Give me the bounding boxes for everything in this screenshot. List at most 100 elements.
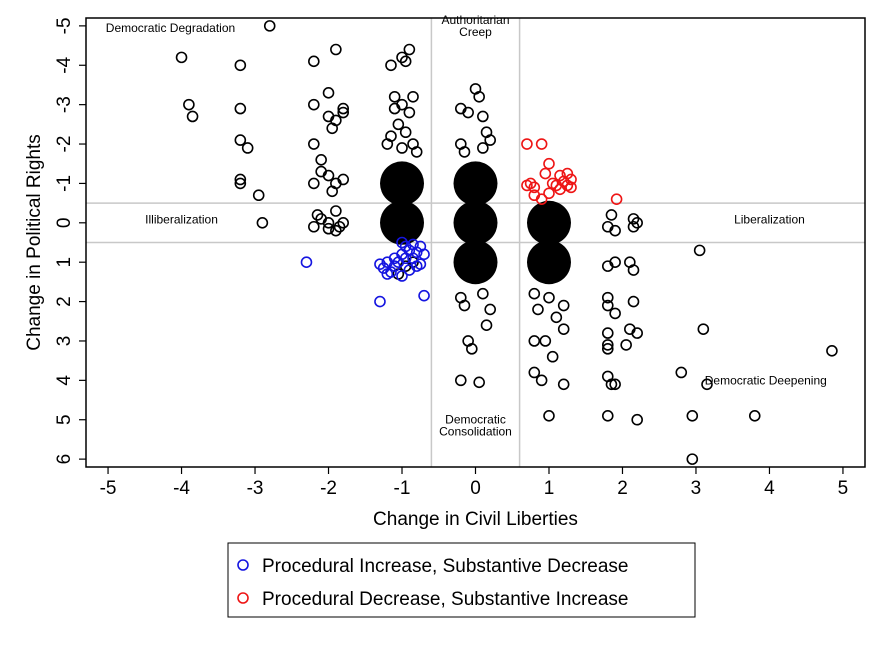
data-point [410, 246, 423, 259]
data-point [337, 106, 350, 119]
data-point [546, 350, 559, 363]
data-point [609, 378, 621, 391]
data-point [234, 177, 247, 190]
x-tick-label: -5 [100, 478, 117, 499]
data-point [601, 291, 614, 304]
cluster-blob [526, 200, 571, 245]
data-point [543, 157, 555, 170]
data-point [543, 409, 555, 422]
data-point [396, 142, 408, 154]
data-point [234, 59, 247, 72]
data-point [543, 187, 555, 200]
data-point [315, 153, 327, 166]
data-point [308, 220, 320, 233]
data-point [631, 217, 643, 229]
data-point [521, 138, 533, 150]
data-point [256, 217, 269, 229]
data-point [403, 106, 416, 119]
data-point [308, 55, 320, 68]
data-point [697, 323, 710, 335]
data-point [418, 289, 430, 302]
data-point [399, 126, 412, 139]
data-point [330, 43, 342, 56]
data-point [609, 224, 621, 237]
data-point [543, 291, 555, 304]
data-point [609, 307, 621, 320]
data-point [748, 409, 761, 422]
data-point [826, 345, 838, 357]
data-point [308, 138, 320, 150]
data-point [403, 43, 416, 56]
y-tick-label: -1 [54, 175, 75, 192]
data-point [528, 335, 541, 347]
data-point [337, 173, 350, 186]
data-point [631, 413, 643, 426]
data-point [601, 299, 614, 312]
annotation-label: Authoritarian [441, 13, 509, 27]
data-point [601, 409, 614, 422]
legend: Procedural Increase, Substantive Decreas… [227, 542, 696, 618]
y-tick-label: -2 [54, 136, 75, 153]
y-tick-label: 0 [54, 218, 75, 229]
data-point [326, 122, 338, 135]
y-tick-label: 4 [54, 375, 75, 386]
y-tick-label: 3 [54, 336, 75, 347]
data-point [631, 327, 643, 339]
data-point [627, 213, 640, 225]
data-point [627, 220, 640, 233]
data-point [477, 142, 489, 154]
annotation-label: Democratic [445, 413, 506, 427]
data-point [263, 20, 276, 32]
x-tick-label: -4 [173, 478, 190, 499]
data-point [333, 220, 346, 233]
x-tick-label: -1 [394, 478, 411, 499]
data-point [234, 134, 247, 146]
annotation-label: Democratic Deepening [705, 373, 827, 387]
data-point [462, 106, 474, 119]
data-point [477, 110, 489, 123]
data-point [627, 264, 640, 276]
data-point [686, 453, 699, 465]
data-point [311, 209, 324, 221]
data-point [539, 335, 552, 347]
y-tick-label: 2 [54, 296, 75, 307]
x-tick-label: -3 [247, 478, 264, 499]
annotation-label: Creep [459, 25, 492, 39]
y-tick-label: 6 [54, 454, 75, 465]
x-tick-label: 3 [691, 478, 702, 499]
data-point [458, 299, 471, 312]
data-point [337, 102, 350, 115]
data-point [396, 270, 408, 282]
data-point [627, 295, 640, 308]
data-point [528, 181, 541, 194]
data-point [418, 248, 430, 261]
data-point [473, 90, 485, 103]
data-point [528, 287, 541, 300]
data-point [407, 90, 419, 103]
x-tick-label: 4 [764, 478, 775, 499]
x-tick-label: 2 [617, 478, 628, 499]
data-point [322, 217, 335, 229]
data-point [337, 217, 350, 229]
annotations-layer: Democratic Degradation AuthoritarianCreep… [106, 13, 827, 439]
x-tick-label: 0 [470, 478, 481, 499]
data-point [535, 138, 548, 150]
data-point [557, 299, 570, 312]
data-point [385, 59, 397, 72]
data-point [330, 224, 342, 237]
data-point [322, 222, 335, 235]
data-point [183, 98, 195, 111]
data-point [605, 209, 618, 221]
data-point [601, 343, 614, 355]
cluster-blob [453, 240, 498, 285]
data-point [605, 378, 618, 391]
data-point [601, 339, 614, 351]
series-3 [521, 138, 623, 205]
y-tick-label: -4 [54, 56, 75, 73]
data-point [399, 240, 412, 253]
cluster-blob [453, 200, 498, 245]
data-point [524, 177, 537, 190]
data-point [308, 98, 320, 111]
data-point [535, 193, 548, 205]
